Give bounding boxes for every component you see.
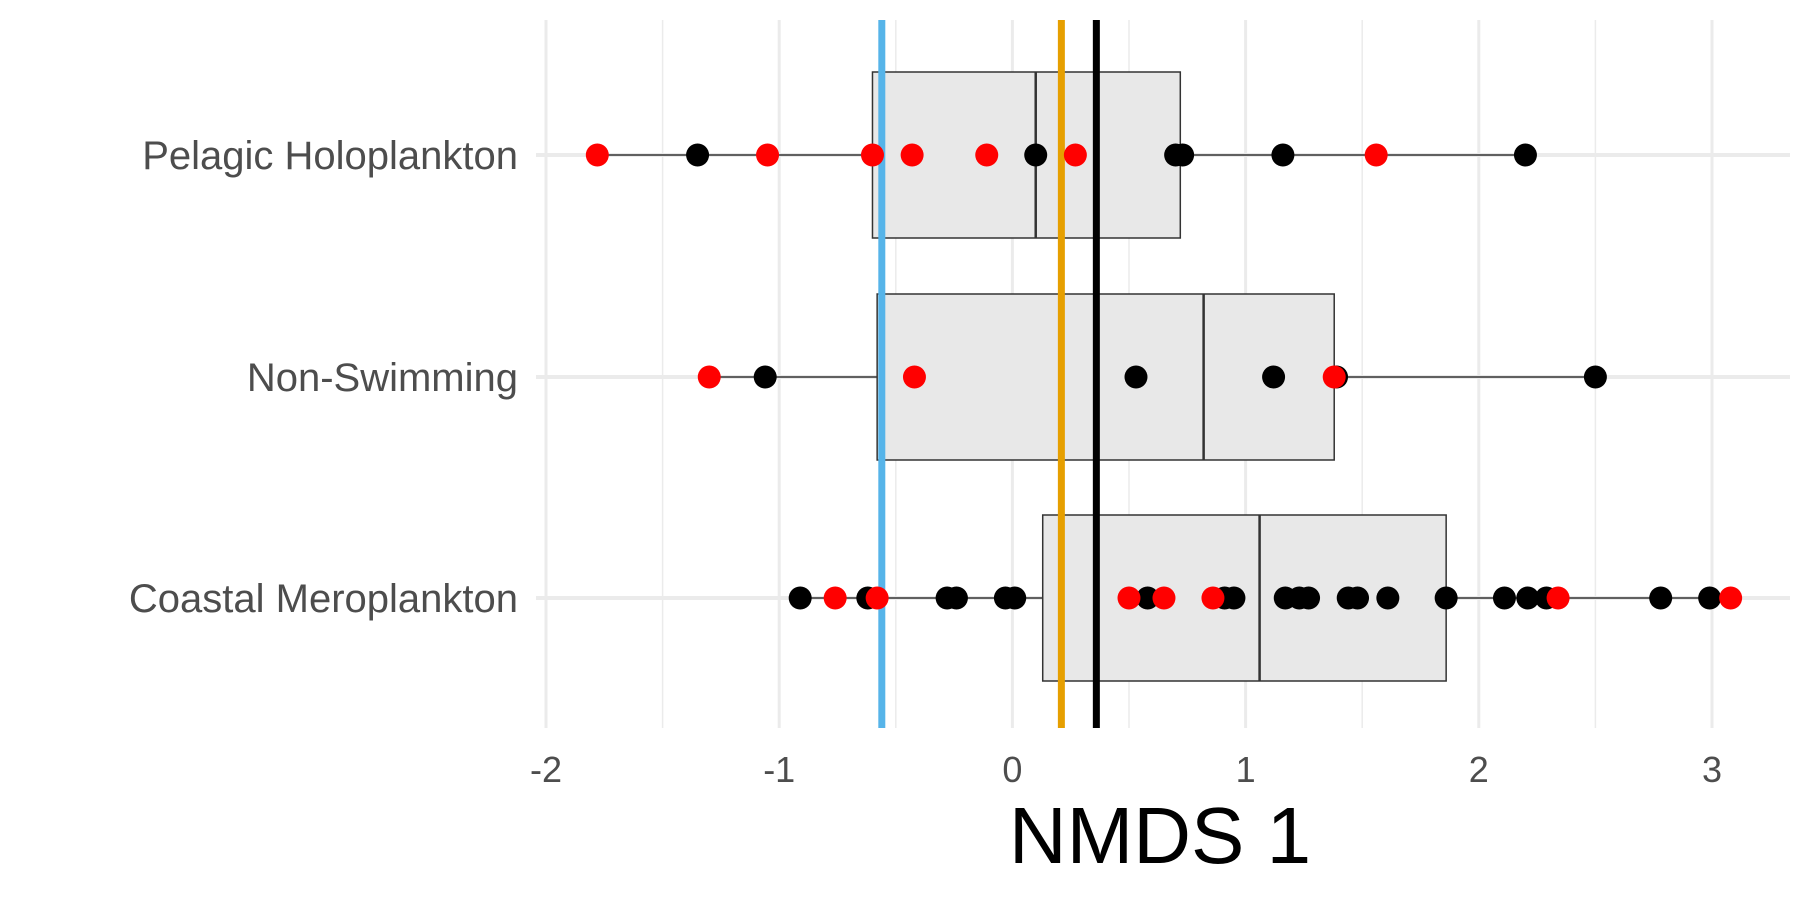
- x-tick-label: 1: [1236, 749, 1256, 790]
- points-layer: [585, 143, 1743, 610]
- data-point-red: [860, 143, 884, 167]
- data-point-red: [1152, 586, 1176, 610]
- data-point-black: [1583, 365, 1607, 389]
- data-point-red: [697, 365, 721, 389]
- data-point-red: [1719, 586, 1743, 610]
- x-tick-label: 3: [1702, 749, 1722, 790]
- data-point-black: [1024, 143, 1048, 167]
- data-point-red: [823, 586, 847, 610]
- data-point-black: [1434, 586, 1458, 610]
- x-axis-title: NMDS 1: [1009, 791, 1311, 880]
- data-point-black: [1513, 143, 1537, 167]
- data-point-black: [753, 365, 777, 389]
- data-point-black: [1649, 586, 1673, 610]
- labels-layer: Pelagic Holoplankton Non-Swimming Coastal …: [129, 134, 1722, 790]
- data-point-red: [1322, 365, 1346, 389]
- data-point-black: [944, 586, 968, 610]
- data-point-black: [1136, 586, 1160, 610]
- data-point-red: [1063, 143, 1087, 167]
- data-point-red: [1364, 143, 1388, 167]
- data-point-black: [1297, 586, 1321, 610]
- x-tick-label: 2: [1469, 749, 1489, 790]
- data-point-black: [788, 586, 812, 610]
- data-point-black: [686, 143, 710, 167]
- data-point-black: [1003, 586, 1027, 610]
- data-point-red: [902, 365, 926, 389]
- data-point-red: [1117, 586, 1141, 610]
- data-point-black: [1262, 365, 1286, 389]
- data-point-red: [756, 143, 780, 167]
- data-point-black: [1698, 586, 1722, 610]
- data-point-red: [1201, 586, 1225, 610]
- data-point-black: [1222, 586, 1246, 610]
- y-tick-label: Non-Swimming: [247, 356, 518, 400]
- reference-lines: [878, 20, 1100, 728]
- data-point-red: [585, 143, 609, 167]
- y-tick-label: Coastal Meroplankton: [129, 577, 518, 621]
- x-tick-label: -1: [763, 749, 795, 790]
- data-point-black: [1492, 586, 1516, 610]
- data-point-black: [1171, 143, 1195, 167]
- box-iqr: [876, 293, 1335, 461]
- x-tick-label: 0: [1002, 749, 1022, 790]
- data-point-red: [900, 143, 924, 167]
- data-point-black: [1271, 143, 1295, 167]
- data-point-red: [865, 586, 889, 610]
- data-point-black: [1376, 586, 1400, 610]
- data-point-red: [975, 143, 999, 167]
- data-point-black: [1124, 365, 1148, 389]
- data-point-black: [1516, 586, 1540, 610]
- y-tick-label: Pelagic Holoplankton: [142, 134, 518, 178]
- x-tick-label: -2: [530, 749, 562, 790]
- data-point-black: [1346, 586, 1370, 610]
- data-point-red: [1546, 586, 1570, 610]
